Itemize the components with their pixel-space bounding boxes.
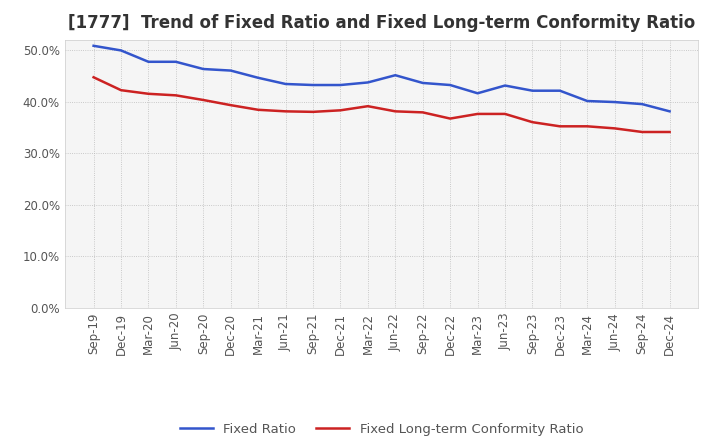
Fixed Long-term Conformity Ratio — [611, 126, 619, 131]
Fixed Ratio — [638, 102, 647, 107]
Fixed Long-term Conformity Ratio — [583, 124, 592, 129]
Fixed Ratio — [89, 43, 98, 48]
Line: Fixed Ratio: Fixed Ratio — [94, 46, 670, 111]
Fixed Ratio — [665, 109, 674, 114]
Fixed Ratio — [254, 75, 263, 81]
Fixed Long-term Conformity Ratio — [199, 97, 207, 103]
Fixed Long-term Conformity Ratio — [446, 116, 454, 121]
Fixed Long-term Conformity Ratio — [556, 124, 564, 129]
Fixed Long-term Conformity Ratio — [171, 93, 180, 98]
Fixed Ratio — [583, 99, 592, 104]
Legend: Fixed Ratio, Fixed Long-term Conformity Ratio: Fixed Ratio, Fixed Long-term Conformity … — [175, 418, 588, 440]
Fixed Long-term Conformity Ratio — [418, 110, 427, 115]
Fixed Long-term Conformity Ratio — [473, 111, 482, 117]
Fixed Long-term Conformity Ratio — [226, 103, 235, 108]
Fixed Ratio — [473, 91, 482, 96]
Fixed Long-term Conformity Ratio — [638, 129, 647, 135]
Fixed Long-term Conformity Ratio — [89, 75, 98, 80]
Fixed Ratio — [199, 66, 207, 72]
Fixed Long-term Conformity Ratio — [528, 120, 537, 125]
Fixed Ratio — [171, 59, 180, 64]
Fixed Ratio — [611, 99, 619, 105]
Fixed Ratio — [446, 82, 454, 88]
Fixed Ratio — [391, 73, 400, 78]
Fixed Ratio — [364, 80, 372, 85]
Fixed Ratio — [500, 83, 509, 88]
Line: Fixed Long-term Conformity Ratio: Fixed Long-term Conformity Ratio — [94, 77, 670, 132]
Fixed Ratio — [528, 88, 537, 93]
Fixed Ratio — [282, 81, 290, 87]
Title: [1777]  Trend of Fixed Ratio and Fixed Long-term Conformity Ratio: [1777] Trend of Fixed Ratio and Fixed Lo… — [68, 15, 696, 33]
Fixed Ratio — [418, 81, 427, 86]
Fixed Long-term Conformity Ratio — [364, 103, 372, 109]
Fixed Long-term Conformity Ratio — [117, 88, 125, 93]
Fixed Ratio — [117, 48, 125, 53]
Fixed Long-term Conformity Ratio — [500, 111, 509, 117]
Fixed Ratio — [336, 82, 345, 88]
Fixed Long-term Conformity Ratio — [254, 107, 263, 113]
Fixed Long-term Conformity Ratio — [282, 109, 290, 114]
Fixed Ratio — [309, 82, 318, 88]
Fixed Long-term Conformity Ratio — [144, 91, 153, 96]
Fixed Ratio — [556, 88, 564, 93]
Fixed Long-term Conformity Ratio — [309, 109, 318, 114]
Fixed Long-term Conformity Ratio — [336, 108, 345, 113]
Fixed Ratio — [144, 59, 153, 64]
Fixed Long-term Conformity Ratio — [665, 129, 674, 135]
Fixed Ratio — [226, 68, 235, 73]
Fixed Long-term Conformity Ratio — [391, 109, 400, 114]
